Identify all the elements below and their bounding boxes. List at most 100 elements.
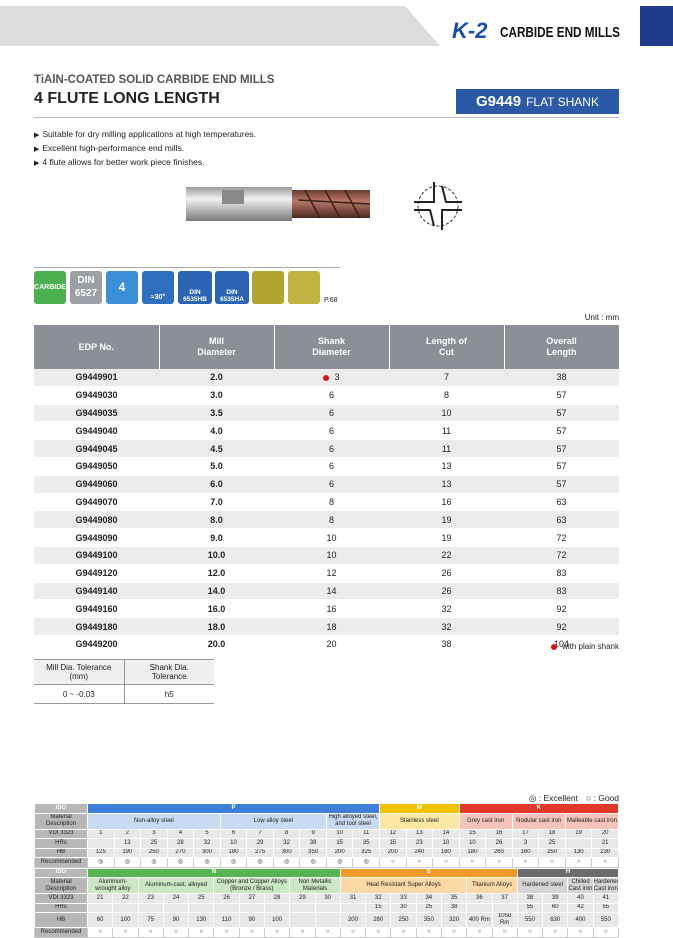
material-vdi: 34	[415, 893, 442, 904]
material-rec: ○	[365, 927, 392, 938]
cell-text: 32	[441, 621, 452, 632]
cell: 7.0	[159, 493, 274, 512]
cell-text: 16	[326, 603, 337, 614]
material-hb: 270	[166, 847, 195, 858]
feature: ▶ Suitable for dry milling applications a…	[34, 128, 256, 142]
material-rec: ○	[485, 857, 513, 868]
tolerance-header-cell: Shank Dia. Tolerance	[124, 659, 214, 685]
material-rec: ◎	[166, 857, 195, 868]
material-row: ISO P M K	[34, 803, 620, 814]
row-label: VDI 3323	[34, 828, 88, 839]
material-hb: 280	[365, 912, 392, 928]
cell-text: 20	[326, 639, 337, 650]
feature-text: 4 flute allows for better work piece fin…	[42, 157, 205, 167]
din-hb-icon: DIN 6535HB	[178, 271, 212, 304]
material-hb: 200	[339, 912, 367, 928]
material-rec: ○	[564, 857, 593, 868]
material-hb: 1050 Rm	[491, 912, 518, 928]
cell-text: 16.0	[207, 603, 226, 614]
cell: 4.5	[159, 439, 274, 458]
tolerance-table: Mill Dia. Tolerance (mm) Shank Dia. Toler…	[34, 659, 214, 704]
material-hb: 350	[415, 912, 442, 928]
material-hrc: 23	[405, 838, 434, 849]
material-vdi: 19	[564, 828, 593, 839]
cell-text: 57	[556, 443, 567, 454]
cell: 8	[389, 386, 504, 405]
feature-text: Excellent high-performance end mills.	[42, 143, 185, 153]
cell: G9449140	[34, 582, 159, 601]
material-vdi: 29	[289, 893, 316, 904]
material-name: Hardened steel	[516, 877, 569, 894]
cell: 6	[274, 457, 389, 476]
product-table: EDP No. Mill Diameter Shank Diameter Length…	[34, 325, 620, 654]
cell-text: G9449060	[75, 479, 118, 490]
material-vdi: 15	[458, 828, 487, 839]
material-rec: ◎	[299, 857, 327, 868]
cell: 63	[504, 493, 619, 512]
material-vdi: 6	[219, 828, 248, 839]
cell-text: 83	[556, 585, 567, 596]
material-rec: ◎	[113, 857, 142, 868]
material-row: HRc 15 30 25 38 55 60 42 55	[34, 902, 620, 913]
material-vdi: 26	[213, 893, 240, 904]
material-rec: ○	[390, 927, 417, 938]
cell: 20.0	[159, 635, 274, 654]
cell-text: 57	[556, 479, 567, 490]
material-hrc: 15	[365, 902, 392, 913]
cell: 57	[504, 457, 619, 476]
cell-text: 19	[441, 532, 452, 543]
column-header: Mill Diameter	[159, 325, 275, 369]
material-name: Grey cast iron	[458, 812, 513, 830]
cell: 20	[274, 635, 389, 654]
material-hb	[289, 912, 316, 928]
cell: 19	[389, 528, 504, 547]
main-title: 4 FLUTE LONG LENGTH	[34, 90, 220, 107]
material-rec: ○	[263, 927, 291, 938]
material-hb: 350	[299, 847, 327, 858]
material-name: Heat Resistant Super Alloys	[339, 877, 468, 894]
din-label: DIN	[77, 275, 95, 286]
material-vdi: 5	[193, 828, 221, 839]
material-row: ISO N S H	[34, 867, 620, 878]
feature-list: ▶ Suitable for dry milling applications a…	[34, 128, 256, 170]
cell: 22	[389, 546, 504, 565]
row-label: Recommended	[34, 927, 88, 938]
material-hb: 325	[352, 847, 381, 858]
din-ha-label: DIN	[226, 289, 238, 296]
product-row: G9449140 14.0 14 26 83	[34, 582, 619, 601]
material-rec: ○	[542, 927, 569, 938]
column-header: Length of Cut	[389, 325, 505, 369]
cell: G9449100	[34, 546, 159, 565]
material-row: VDI 3323 1 2 3 4 5 6 7 8 9 10 11 12 13 14 15 16 17 18 19 20	[34, 828, 619, 839]
material-row: HB 125 190 250 270 300 180 275 300 350 200 325 200 24…	[34, 847, 619, 858]
material-hb: 100	[263, 912, 291, 928]
material-rec: ○	[314, 927, 341, 938]
product-row: G9449050 5.0 6 13 57	[34, 457, 619, 476]
cell-text: G9449080	[75, 514, 118, 525]
application-icon	[252, 271, 284, 304]
cell-text: G9449045	[75, 443, 118, 454]
row-label: HRc	[34, 838, 88, 849]
material-vdi: 25	[188, 893, 215, 904]
product-row: G9449045 4.5 6 11 57	[34, 439, 619, 458]
iso-group: S	[339, 867, 518, 878]
cell-text: 72	[556, 532, 567, 543]
flat	[222, 190, 244, 204]
material-vdi: 2	[113, 828, 142, 839]
cell-text: 11	[441, 443, 452, 454]
subtitle: TiAlN-COATED SOLID CARBIDE END MILLS	[34, 74, 275, 86]
product-row: G9449200 20.0 20 38 104	[34, 635, 619, 654]
cell-text: G9449140	[75, 585, 118, 596]
cell: G9449180	[34, 617, 159, 636]
material-vdi: 31	[339, 893, 367, 904]
material-table: ISO N S H Material Description Aluminum-wroug…	[34, 867, 620, 938]
material-hb: 90	[162, 912, 190, 928]
material-tables: ISO P M K Material Description Non-alloy stee…	[34, 803, 620, 938]
material-vdi: 23	[137, 893, 164, 904]
cell: 14.0	[159, 582, 274, 601]
cell: 32	[389, 617, 504, 636]
material-vdi: 35	[440, 893, 468, 904]
cell-text: 18.0	[207, 621, 226, 632]
cell-text: G9449050	[75, 461, 118, 472]
cell-text: 104	[553, 639, 570, 650]
